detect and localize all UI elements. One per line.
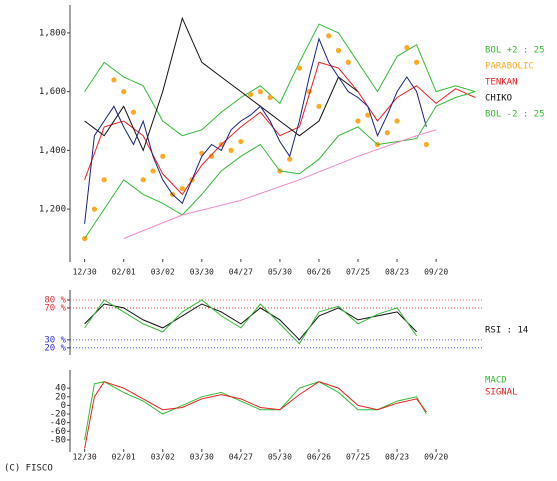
x-tick-label: 06/26 [307,453,331,462]
parabolic-dot [394,118,400,124]
x-tick-label: 03/30 [190,453,214,462]
parabolic-dot [326,33,332,39]
y-tick-label: 70 % [44,303,66,313]
parabolic-dot [91,206,98,212]
parabolic-dot [140,177,146,183]
parabolic-dot [257,89,263,95]
series-line [84,37,427,224]
series-line [84,299,418,345]
parabolic-dot [228,147,234,153]
x-tick-label: 05/30 [268,268,292,277]
y-tick-label: 0 [61,401,66,411]
legend-entry: SIGNAL [485,388,518,398]
parabolic-dot [238,138,244,145]
parabolic-dot [111,77,117,83]
y-tick-label: 20 % [44,343,66,353]
y-tick-label: -80 [50,435,66,445]
x-tick-label: 06/26 [307,268,331,277]
y-tick-label: 1,400 [39,146,66,156]
x-tick-label: 03/02 [151,453,175,462]
x-tick-label: 03/02 [151,268,175,277]
legend-entry: RSI : 14 [485,326,528,336]
legend-entry: BOL +2 : 25 [485,46,545,56]
y-tick-label: 1,800 [39,28,66,38]
parabolic-dot [101,177,107,183]
parabolic-dot [335,47,342,54]
x-tick-label: 04/27 [229,453,253,462]
parabolic-dot [384,130,390,136]
series-line [84,61,476,196]
x-tick-label: 05/30 [268,453,292,462]
x-tick-label: 12/30 [73,453,97,462]
x-tick-label: 08/23 [385,268,409,277]
y-tick-label: 1,600 [39,87,66,97]
x-tick-label: 02/01 [112,268,136,277]
parabolic-dot [160,153,166,159]
parabolic-dot [345,59,351,65]
legend-entry: TENKAN [485,78,518,88]
parabolic-dot [130,109,137,115]
series-line [84,303,417,341]
parabolic-dot [179,185,185,192]
y-tick-label: 1,200 [39,205,66,215]
y-tick-label: -60 [50,427,66,437]
parabolic-dot [365,112,371,118]
x-tick-label: 09/20 [424,268,448,277]
series-line [84,381,427,449]
x-tick-label: 07/25 [346,453,370,462]
parabolic-dot [404,44,410,51]
parabolic-dot [267,94,273,101]
x-tick-label: 12/30 [73,268,97,277]
parabolic-dot [121,89,127,95]
y-tick-label: -20 [50,410,66,420]
y-tick-label: -40 [50,418,66,428]
series-line [123,129,437,239]
parabolic-dot [150,168,156,174]
parabolic-dot [413,59,420,65]
x-tick-label: 09/20 [424,453,448,462]
parabolic-dot [248,91,254,98]
series-line [84,91,476,239]
series-line [84,23,476,137]
parabolic-dot [208,153,215,159]
x-tick-label: 02/01 [112,453,136,462]
legend-entry: CHIKO [485,94,512,104]
legend-entry: BOL -2 : 25 [485,110,545,120]
x-tick-label: 03/30 [190,268,214,277]
x-tick-label: 08/23 [385,453,409,462]
legend-entry: MACD [485,376,507,386]
series-line [84,381,427,440]
copyright: (C) FISCO [4,464,53,474]
parabolic-dot [316,103,322,109]
series-line [84,16,359,152]
legend-entry: PARABOLIC [485,62,534,72]
parabolic-dot [355,118,361,124]
y-tick-label: 30 % [44,335,66,345]
parabolic-dot [423,141,429,148]
y-tick-label: 40 [55,384,66,394]
y-tick-label: 80 % [44,295,66,305]
x-tick-label: 04/27 [229,268,253,277]
parabolic-dot [287,156,293,162]
parabolic-dot [296,65,303,71]
x-tick-label: 07/25 [346,268,370,277]
y-tick-label: 20 [55,392,66,402]
